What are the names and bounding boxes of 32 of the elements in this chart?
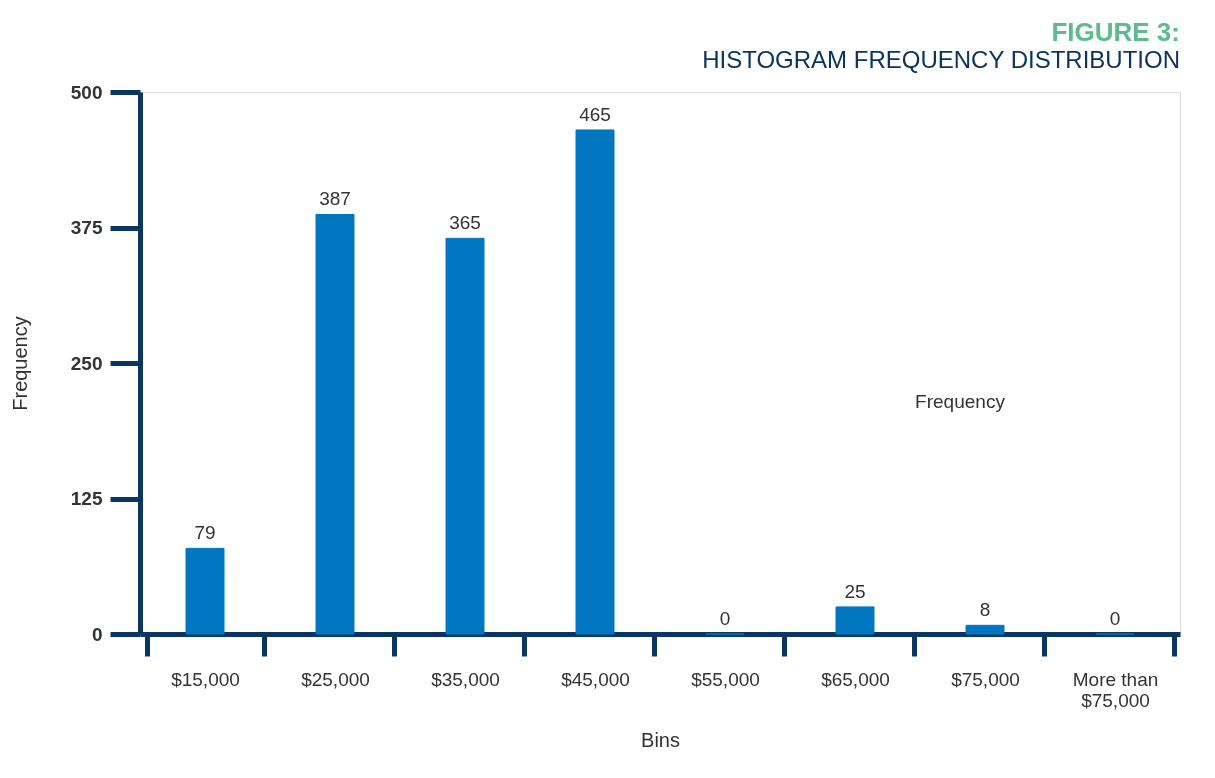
annotation: Frequency <box>915 391 1006 412</box>
bar <box>315 213 355 635</box>
y-tick-label: 375 <box>70 217 103 238</box>
x-tick-label: $25,000 <box>301 668 370 690</box>
y-tick-label: 125 <box>70 488 103 509</box>
chart-subtitle: HISTOGRAM FREQUENCY DISTRIBUTION <box>702 46 1180 73</box>
data-label: 25 <box>844 580 866 602</box>
bar <box>575 129 615 635</box>
data-label: 0 <box>1109 608 1121 629</box>
x-tick-label: More than $75,000 <box>1072 668 1159 711</box>
bar <box>835 606 875 635</box>
data-label: 387 <box>319 188 351 210</box>
x-tick-label: $15,000 <box>171 668 240 690</box>
data-label: 8 <box>979 599 991 621</box>
y-tick-label: 250 <box>70 352 103 374</box>
bar <box>445 237 485 635</box>
x-tick-label: $35,000 <box>431 668 500 690</box>
x-tick-label: $55,000 <box>691 668 760 690</box>
bar <box>965 624 1005 635</box>
y-tick-label: 0 <box>91 623 103 645</box>
chart-title: FIGURE 3: <box>1051 17 1180 47</box>
data-label: 465 <box>579 103 611 125</box>
x-tick-label: $65,000 <box>821 668 890 690</box>
data-label: 365 <box>449 212 481 234</box>
x-axis-title: Bins <box>641 728 680 751</box>
x-tick-label: $45,000 <box>561 668 630 690</box>
y-tick-label: 500 <box>70 81 103 103</box>
data-label: 79 <box>194 522 216 544</box>
bar <box>185 547 225 635</box>
x-tick-label: $75,000 <box>951 668 1020 690</box>
data-label: 0 <box>719 608 731 629</box>
y-axis-title: Frequency <box>8 316 31 411</box>
